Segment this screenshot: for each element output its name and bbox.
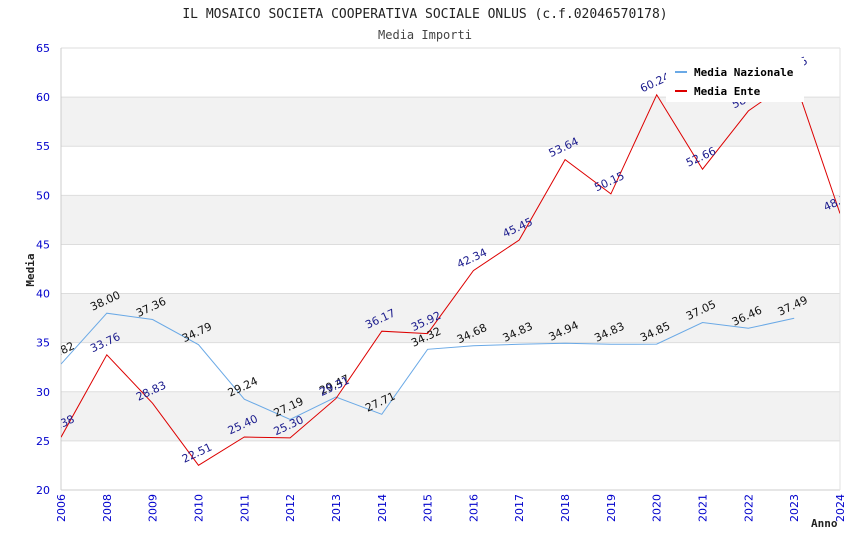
series-line-media-nazionale xyxy=(61,312,795,420)
legend-label: Media Ente xyxy=(694,85,761,98)
x-tick-label: 2008 xyxy=(101,494,114,522)
x-tick-label: 2017 xyxy=(513,494,526,522)
y-tick-label: 40 xyxy=(36,288,50,301)
y-tick-label: 65 xyxy=(36,42,50,55)
x-tick-label: 2011 xyxy=(238,494,251,522)
x-axis-label: Anno xyxy=(811,517,838,530)
data-label: 42.34 xyxy=(455,246,489,271)
x-tick-label: 2009 xyxy=(147,494,160,522)
y-tick-label: 60 xyxy=(36,91,50,104)
y-tick-label: 55 xyxy=(36,140,50,153)
y-tick-label: 20 xyxy=(36,484,50,497)
data-label: 22.51 xyxy=(180,441,214,466)
x-tick-label: 2010 xyxy=(192,494,205,522)
data-label: 50.15 xyxy=(592,169,626,194)
chart-title: IL MOSAICO SOCIETA COOPERATIVA SOCIALE O… xyxy=(182,7,667,22)
grid-band xyxy=(61,293,840,343)
grid-band xyxy=(61,195,840,245)
y-tick-label: 25 xyxy=(36,435,50,448)
x-tick-label: 2012 xyxy=(284,494,297,522)
chart-subtitle: Media Importi xyxy=(378,28,472,42)
y-tick-label: 50 xyxy=(36,189,50,202)
x-tick-label: 2024 xyxy=(834,494,847,522)
x-tick-label: 2023 xyxy=(788,494,801,522)
grid-lines xyxy=(60,47,841,491)
legend: Media Nazionale Media Ente xyxy=(666,58,804,102)
y-tick-label: 30 xyxy=(36,386,50,399)
x-tick-label: 2016 xyxy=(467,494,480,522)
x-axis-ticks: 2006 2008 2009 2010 2011 2012 2013 2014 2015 2016… xyxy=(55,494,847,522)
y-axis-label: Media xyxy=(24,253,37,286)
y-axis-ticks: 20 25 30 35 40 45 50 55 60 65 xyxy=(36,42,50,497)
x-tick-label: 2006 xyxy=(55,494,68,522)
x-tick-label: 2022 xyxy=(742,494,755,522)
x-tick-label: 2020 xyxy=(651,494,664,522)
y-tick-label: 45 xyxy=(36,238,50,251)
legend-label: Media Nazionale xyxy=(694,66,794,79)
x-tick-label: 2013 xyxy=(330,494,343,522)
grid-band xyxy=(61,391,840,441)
x-tick-label: 2019 xyxy=(605,494,618,522)
x-tick-label: 2018 xyxy=(559,494,572,522)
x-tick-label: 2021 xyxy=(697,494,710,522)
y-tick-label: 35 xyxy=(36,337,50,350)
grid-band xyxy=(61,97,840,147)
grid-bands xyxy=(61,97,840,441)
legend-background xyxy=(666,58,804,102)
x-tick-label: 2014 xyxy=(376,494,389,522)
x-tick-label: 2015 xyxy=(422,494,435,522)
series-line-media-ente xyxy=(61,78,840,466)
